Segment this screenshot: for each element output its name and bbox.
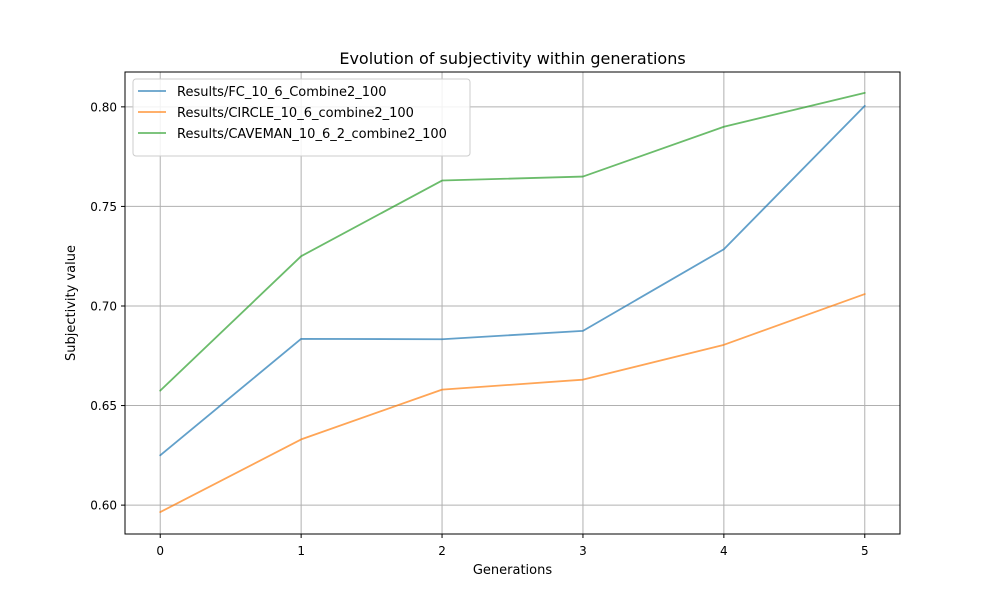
y-tick-label: 0.75 — [90, 200, 117, 214]
legend-label: Results/CAVEMAN_10_6_2_combine2_100 — [177, 127, 447, 142]
y-tick-label: 0.60 — [90, 499, 117, 513]
series-line-1 — [159, 104, 866, 457]
y-tick-label: 0.80 — [90, 100, 117, 114]
legend: Results/FC_10_6_Combine2_100 Results/CIRC… — [132, 78, 471, 157]
plot-frame — [124, 71, 901, 535]
legend-label: Results/CIRCLE_10_6_combine2_100 — [177, 106, 414, 121]
x-tick-label: 4 — [720, 544, 728, 558]
x-tick-label: 3 — [579, 544, 587, 558]
series-line-3 — [159, 92, 866, 392]
series-lines — [159, 92, 866, 513]
x-axis-ticks: 0 1 2 3 4 5 — [156, 534, 869, 558]
y-tick-label: 0.70 — [90, 299, 117, 313]
chart-title: Evolution of subjectivity within generat… — [339, 49, 685, 68]
x-tick-label: 2 — [438, 544, 446, 558]
series-line-2 — [159, 293, 866, 513]
x-tick-label: 0 — [156, 544, 164, 558]
y-axis-label: Subjectivity value — [64, 245, 79, 361]
x-axis-label: Generations — [473, 563, 553, 578]
x-tick-label: 1 — [297, 544, 305, 558]
x-tick-label: 5 — [861, 544, 869, 558]
y-axis-ticks: 0.60 0.65 0.70 0.75 0.80 — [90, 100, 125, 513]
legend-label: Results/FC_10_6_Combine2_100 — [177, 85, 387, 100]
legend-box — [132, 78, 471, 157]
y-tick-label: 0.65 — [90, 399, 117, 413]
